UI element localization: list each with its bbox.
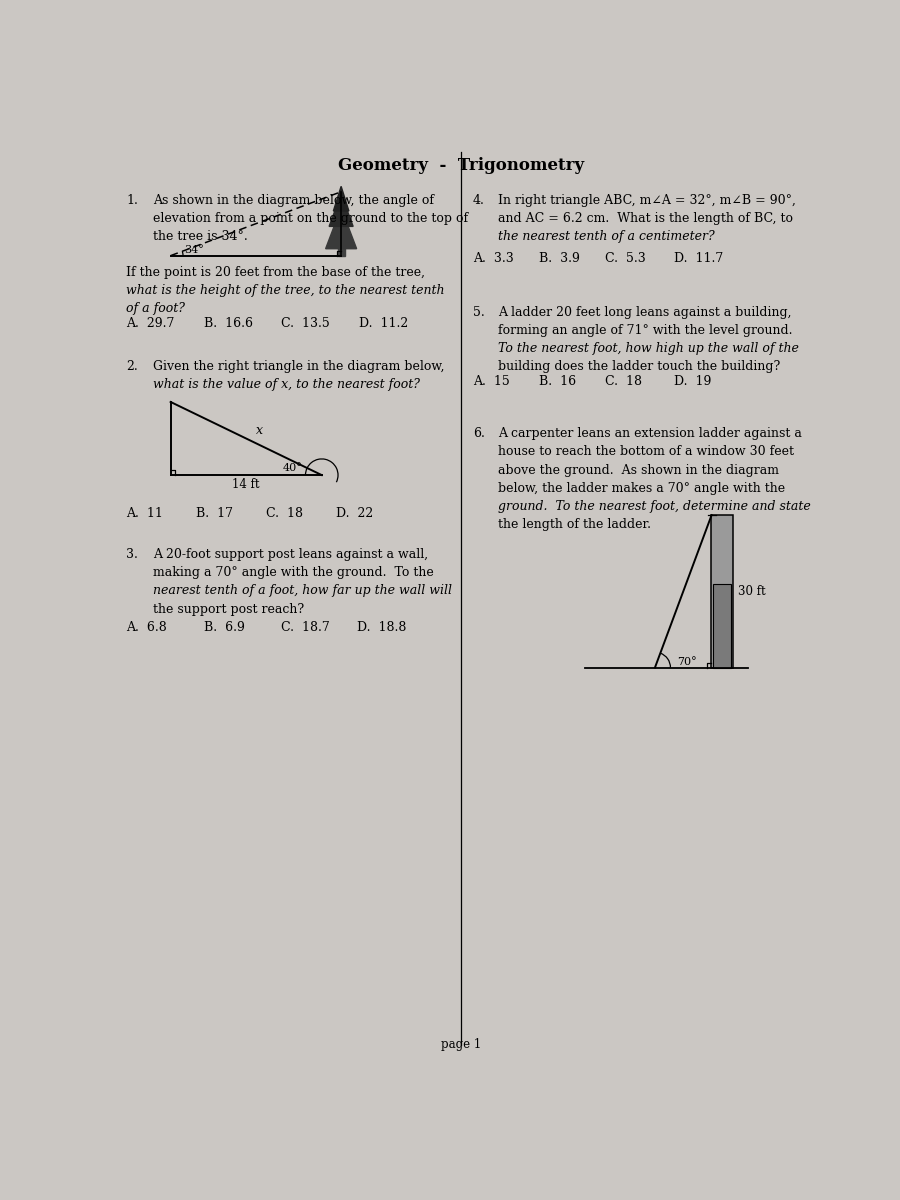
Text: D.  22: D. 22 xyxy=(336,508,373,521)
Text: page 1: page 1 xyxy=(441,1038,482,1051)
Text: 30 ft: 30 ft xyxy=(738,584,766,598)
Text: In right triangle ABC, m∠A = 32°, m∠B = 90°,: In right triangle ABC, m∠A = 32°, m∠B = … xyxy=(499,194,796,208)
Text: elevation from a point on the ground to the top of: elevation from a point on the ground to … xyxy=(153,212,468,226)
Text: the nearest tenth of a centimeter?: the nearest tenth of a centimeter? xyxy=(499,230,716,244)
Text: building does the ladder touch the building?: building does the ladder touch the build… xyxy=(499,360,780,373)
Text: C.  5.3: C. 5.3 xyxy=(605,252,645,265)
Text: of a foot?: of a foot? xyxy=(126,302,185,314)
Text: x: x xyxy=(256,424,263,437)
Text: above the ground.  As shown in the diagram: above the ground. As shown in the diagra… xyxy=(499,463,779,476)
Text: what is the value of x, to the nearest foot?: what is the value of x, to the nearest f… xyxy=(153,378,419,391)
Text: making a 70° angle with the ground.  To the: making a 70° angle with the ground. To t… xyxy=(153,566,434,580)
Text: B.  16.6: B. 16.6 xyxy=(204,317,253,330)
Text: 1.: 1. xyxy=(126,194,139,208)
Text: A 20-foot support post leans against a wall,: A 20-foot support post leans against a w… xyxy=(153,548,427,562)
Text: C.  18: C. 18 xyxy=(605,374,642,388)
Text: C.  18: C. 18 xyxy=(266,508,303,521)
Text: house to reach the bottom of a window 30 feet: house to reach the bottom of a window 30… xyxy=(499,445,795,458)
Text: 6.: 6. xyxy=(472,427,485,440)
Text: B.  6.9: B. 6.9 xyxy=(204,622,245,635)
Text: and AC = 6.2 cm.  What is the length of BC, to: and AC = 6.2 cm. What is the length of B… xyxy=(499,212,794,226)
Text: A.  15: A. 15 xyxy=(472,374,509,388)
Polygon shape xyxy=(329,194,353,227)
Text: 70°: 70° xyxy=(677,656,697,666)
Text: 3.: 3. xyxy=(126,548,139,562)
Text: C.  13.5: C. 13.5 xyxy=(282,317,330,330)
Text: D.  11.2: D. 11.2 xyxy=(359,317,409,330)
Text: To the nearest foot, how high up the wall of the: To the nearest foot, how high up the wal… xyxy=(499,342,799,355)
Text: what is the height of the tree, to the nearest tenth: what is the height of the tree, to the n… xyxy=(126,283,445,296)
Text: D.  11.7: D. 11.7 xyxy=(674,252,724,265)
Text: C.  18.7: C. 18.7 xyxy=(282,622,330,635)
Text: 5.: 5. xyxy=(472,306,484,319)
Text: If the point is 20 feet from the base of the tree,: If the point is 20 feet from the base of… xyxy=(126,265,426,278)
Text: the length of the ladder.: the length of the ladder. xyxy=(499,518,652,530)
Text: 34°: 34° xyxy=(184,245,204,254)
Text: 4.: 4. xyxy=(472,194,485,208)
Text: A.  6.8: A. 6.8 xyxy=(126,622,167,635)
Text: B.  17: B. 17 xyxy=(196,508,233,521)
Text: A.  29.7: A. 29.7 xyxy=(126,317,175,330)
Text: 2.: 2. xyxy=(126,360,139,372)
Text: below, the ladder makes a 70° angle with the: below, the ladder makes a 70° angle with… xyxy=(499,481,786,494)
Text: B.  3.9: B. 3.9 xyxy=(539,252,580,265)
Text: As shown in the diagram below, the angle of: As shown in the diagram below, the angle… xyxy=(153,194,434,208)
Text: D.  18.8: D. 18.8 xyxy=(356,622,406,635)
Text: 40°: 40° xyxy=(283,463,302,473)
Text: B.  16: B. 16 xyxy=(539,374,576,388)
Text: forming an angle of 71° with the level ground.: forming an angle of 71° with the level g… xyxy=(499,324,793,337)
Text: the support post reach?: the support post reach? xyxy=(153,602,304,616)
Text: A.  3.3: A. 3.3 xyxy=(472,252,514,265)
Text: D.  19: D. 19 xyxy=(674,374,712,388)
Text: 14 ft: 14 ft xyxy=(232,478,260,491)
Polygon shape xyxy=(333,186,349,211)
Text: Given the right triangle in the diagram below,: Given the right triangle in the diagram … xyxy=(153,360,445,372)
Bar xyxy=(713,583,731,667)
Text: A ladder 20 feet long leans against a building,: A ladder 20 feet long leans against a bu… xyxy=(499,306,792,319)
Polygon shape xyxy=(326,208,356,248)
Bar xyxy=(711,515,733,667)
Text: ground.  To the nearest foot, determine and state: ground. To the nearest foot, determine a… xyxy=(499,499,811,512)
Text: Geometry  -  Trigonometry: Geometry - Trigonometry xyxy=(338,157,584,174)
Text: the tree is 34°.: the tree is 34°. xyxy=(153,230,248,244)
Polygon shape xyxy=(338,247,345,256)
Text: A carpenter leans an extension ladder against a: A carpenter leans an extension ladder ag… xyxy=(499,427,802,440)
Text: A.  11: A. 11 xyxy=(126,508,163,521)
Text: nearest tenth of a foot, how far up the wall will: nearest tenth of a foot, how far up the … xyxy=(153,584,452,598)
